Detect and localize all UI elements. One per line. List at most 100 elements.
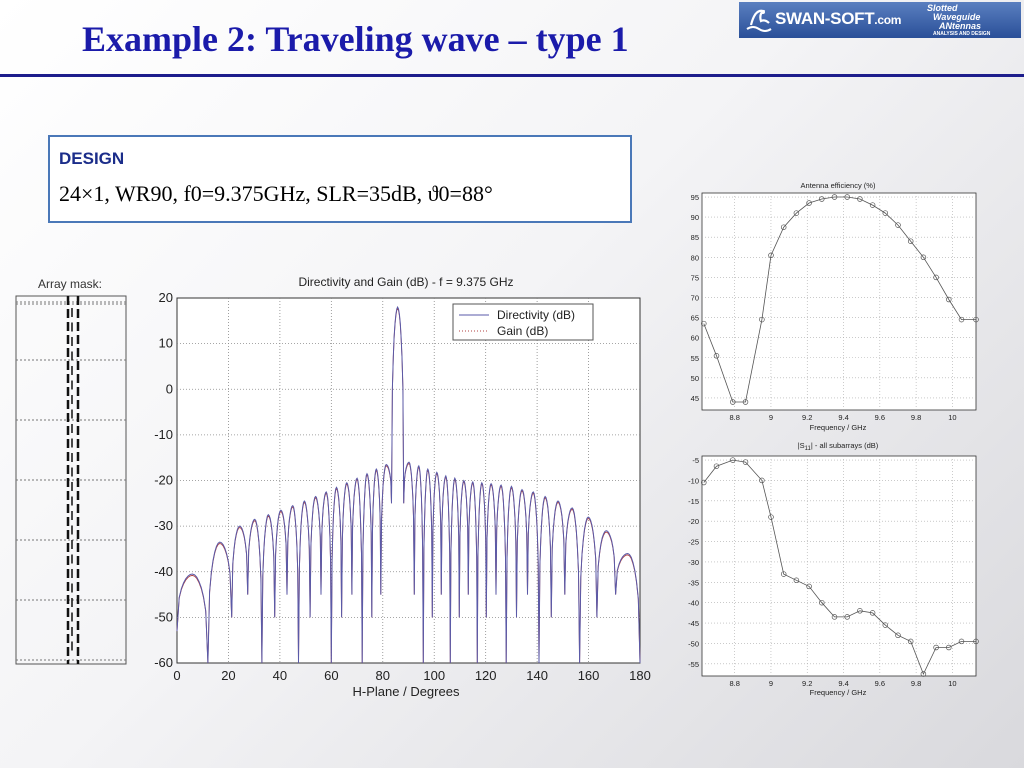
pattern-y-tick-label: -40: [154, 564, 173, 579]
pattern-x-tick-label: 160: [578, 668, 600, 683]
pattern-x-tick-label: 180: [629, 668, 651, 683]
s11-data-point: [973, 638, 979, 645]
pattern-x-tick-label: 80: [376, 668, 390, 683]
efficiency-data-point: [869, 202, 876, 208]
efficiency-data-point: [946, 296, 952, 303]
s11-x-tick-label: 9.2: [802, 679, 812, 688]
efficiency-x-tick-label: 9.6: [875, 413, 885, 422]
s11-x-tick-label: 10: [948, 679, 956, 688]
s11-data-point: [946, 644, 952, 651]
efficiency-data-point: [973, 316, 979, 323]
efficiency-chart-title: Antenna efficiency (%): [801, 181, 876, 190]
logo-brand: SWAN-SOFT.com: [775, 9, 902, 28]
efficiency-y-tick-label: 55: [691, 354, 699, 363]
efficiency-y-tick-label: 75: [691, 273, 699, 282]
array-mask-title: Array mask:: [38, 277, 102, 291]
efficiency-data-point: [920, 254, 927, 261]
efficiency-data-point: [701, 320, 707, 327]
efficiency-y-tick-label: 50: [691, 374, 699, 383]
pattern-x-tick-label: 140: [526, 668, 548, 683]
s11-y-tick-label: -15: [688, 497, 699, 506]
s11-x-axis-label: Frequency / GHz: [810, 688, 867, 697]
s11-data-point: [907, 638, 914, 645]
efficiency-data-point: [793, 210, 800, 216]
s11-data-point: [713, 463, 720, 469]
s11-chart: |S11| - all subarrays (dB) Frequency / G…: [688, 441, 979, 697]
s11-x-tick-label: 9.6: [875, 679, 885, 688]
directivity-series-line: [176, 305, 641, 664]
s11-data-point: [759, 477, 765, 484]
title-rule: [0, 74, 1024, 77]
s11-y-tick-label: -10: [688, 476, 699, 485]
efficiency-x-tick-label: 10: [948, 413, 956, 422]
efficiency-x-tick-label: 9: [769, 413, 773, 422]
s11-y-tick-label: -25: [688, 538, 699, 547]
s11-x-tick-label: 8.8: [729, 679, 739, 688]
s11-data-point: [857, 608, 863, 614]
efficiency-data-point: [780, 224, 787, 230]
s11-x-tick-label: 9.4: [838, 679, 848, 688]
antenna-efficiency-chart: Antenna efficiency (%) Frequency / GHz 8…: [691, 181, 979, 432]
efficiency-y-tick-label: 95: [691, 193, 699, 202]
pattern-y-tick-label: 20: [159, 290, 173, 305]
efficiency-data-point: [759, 316, 765, 323]
s11-data-point: [701, 479, 707, 486]
s11-data-point: [844, 614, 850, 620]
s11-data-point: [780, 571, 787, 577]
efficiency-data-point: [806, 200, 812, 206]
efficiency-data-point: [768, 252, 774, 259]
efficiency-y-tick-label: 80: [691, 253, 699, 262]
pattern-x-tick-label: 40: [273, 668, 287, 683]
pattern-x-tick-label: 0: [173, 668, 180, 683]
pattern-x-tick-label: 120: [475, 668, 497, 683]
array-mask-chart: Array mask:: [15, 277, 127, 665]
efficiency-y-tick-label: 90: [691, 213, 699, 222]
logo-tagline: Slotted Waveguide ANtennas ANALYSIS AND …: [927, 3, 991, 38]
efficiency-y-tick-label: 85: [691, 233, 699, 242]
design-heading: DESIGN: [59, 149, 125, 168]
efficiency-data-point: [742, 399, 749, 405]
s11-y-tick-label: -35: [688, 578, 699, 587]
efficiency-data-point: [882, 210, 889, 216]
s11-y-tick-label: -20: [688, 517, 699, 526]
pattern-x-axis-label: H-Plane / Degrees: [353, 684, 460, 699]
legend-directivity-label: Directivity (dB): [497, 308, 575, 322]
s11-data-point: [869, 610, 876, 616]
s11-y-tick-label: -5: [692, 456, 699, 465]
s11-data-point: [742, 459, 749, 465]
efficiency-y-tick-label: 45: [691, 394, 699, 403]
pattern-y-tick-label: 0: [166, 381, 173, 396]
pattern-x-tick-label: 20: [221, 668, 235, 683]
efficiency-data-point: [730, 399, 736, 405]
s11-data-point: [819, 599, 825, 606]
s11-series-line: [703, 459, 976, 676]
efficiency-plot-area: [701, 192, 977, 411]
pattern-x-tick-label: 100: [423, 668, 445, 683]
s11-data-point: [806, 583, 812, 590]
efficiency-data-point: [844, 194, 850, 200]
s11-data-point: [882, 622, 889, 628]
s11-y-tick-label: -45: [688, 619, 699, 628]
s11-x-tick-label: 9.8: [911, 679, 921, 688]
pattern-y-tick-label: 10: [159, 336, 173, 351]
efficiency-data-point: [831, 194, 838, 200]
s11-data-point: [831, 614, 838, 620]
s11-data-point: [920, 671, 927, 677]
pattern-chart-title: Directivity and Gain (dB) - f = 9.375 GH…: [298, 275, 513, 289]
pattern-y-tick-label: -10: [154, 427, 173, 442]
pattern-y-tick-label: -30: [154, 518, 173, 533]
efficiency-data-point: [907, 238, 914, 244]
pattern-y-tick-label: -60: [154, 655, 173, 670]
s11-y-tick-label: -40: [688, 599, 699, 608]
efficiency-x-tick-label: 9.8: [911, 413, 921, 422]
efficiency-x-tick-label: 8.8: [729, 413, 739, 422]
s11-y-tick-label: -55: [688, 660, 699, 669]
s11-title-rest: | - all subarrays (dB): [811, 441, 879, 450]
s11-chart-title: |S11| - all subarrays (dB): [798, 441, 879, 452]
efficiency-data-point: [933, 274, 939, 281]
efficiency-x-axis-label: Frequency / GHz: [810, 423, 867, 432]
s11-subscript: 11: [805, 446, 812, 452]
s11-data-point: [895, 632, 901, 639]
slide-title: Example 2: Traveling wave – type 1: [82, 19, 629, 59]
s11-data-point: [793, 577, 800, 584]
